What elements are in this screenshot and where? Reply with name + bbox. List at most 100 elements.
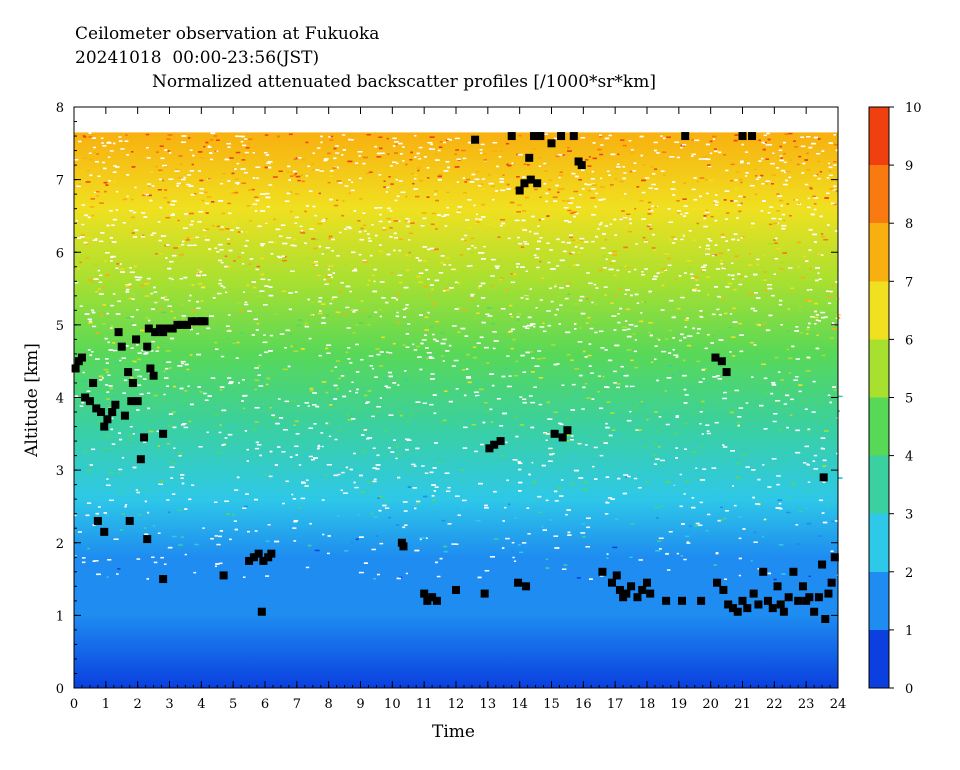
speckle — [815, 152, 821, 155]
speckle — [584, 356, 588, 358]
speckle — [581, 523, 586, 525]
speckle — [392, 145, 396, 147]
speckle — [80, 454, 83, 457]
speckle — [771, 384, 777, 386]
speckle — [122, 221, 126, 224]
speckle — [81, 223, 85, 226]
speckle — [142, 378, 147, 380]
speckle — [682, 144, 687, 146]
speckle — [521, 364, 525, 366]
speckle — [794, 375, 799, 378]
cloud-base-point — [143, 535, 152, 544]
speckle — [800, 566, 803, 569]
cloud-base-point — [77, 353, 86, 362]
speckle — [442, 360, 445, 362]
speckle — [158, 483, 163, 486]
speckle — [572, 211, 578, 214]
speckle — [219, 279, 222, 282]
speckle — [509, 201, 515, 204]
speckle — [119, 578, 122, 581]
speckle — [330, 370, 334, 372]
speckle — [221, 444, 224, 446]
speckle — [265, 196, 271, 199]
speckle — [617, 312, 620, 315]
speckle — [184, 553, 187, 556]
speckle — [582, 536, 586, 538]
speckle — [656, 379, 659, 382]
speckle — [781, 213, 786, 216]
speckle — [489, 408, 493, 411]
speckle — [103, 368, 109, 371]
chart-title-line1: Ceilometer observation at Fukuoka — [75, 24, 380, 44]
speckle — [384, 385, 388, 387]
speckle — [492, 331, 497, 333]
speckle — [366, 284, 369, 286]
cloud-base-point — [259, 556, 268, 565]
speckle — [396, 453, 402, 456]
speckle — [390, 183, 394, 185]
speckle — [574, 328, 577, 330]
speckle — [586, 397, 591, 399]
speckle — [225, 228, 230, 230]
cloud-base-point — [120, 411, 129, 420]
speckle — [412, 182, 415, 185]
speckle — [604, 386, 609, 388]
speckle — [624, 265, 627, 268]
speckle — [305, 205, 309, 207]
speckle — [279, 333, 285, 335]
speckle — [626, 215, 631, 218]
speckle — [537, 225, 540, 227]
speckle — [571, 251, 575, 254]
speckle — [739, 178, 743, 181]
speckle — [440, 285, 445, 287]
speckle — [398, 576, 403, 579]
speckle — [727, 428, 730, 430]
speckle — [812, 380, 816, 383]
speckle — [198, 210, 204, 213]
speckle — [515, 435, 519, 438]
speckle — [499, 181, 504, 183]
speckle — [590, 178, 595, 180]
speckle — [573, 215, 576, 218]
speckle — [539, 326, 545, 328]
speckle — [757, 478, 761, 481]
speckle — [74, 281, 79, 284]
speckle — [604, 294, 608, 296]
speckle — [738, 210, 742, 213]
speckle — [777, 195, 783, 197]
speckle — [640, 312, 643, 314]
speckle — [88, 152, 92, 155]
speckle — [167, 201, 170, 204]
speckle — [244, 430, 248, 432]
speckle — [658, 548, 662, 550]
speckle — [462, 157, 467, 160]
speckle — [817, 535, 822, 537]
speckle — [185, 239, 190, 241]
speckle — [756, 258, 760, 261]
speckle — [649, 349, 653, 351]
speckle — [539, 237, 543, 239]
speckle — [500, 189, 506, 192]
speckle — [92, 146, 96, 149]
speckle — [457, 494, 462, 496]
speckle — [591, 240, 595, 243]
speckle — [379, 213, 382, 216]
speckle — [758, 501, 762, 504]
speckle — [549, 249, 553, 251]
speckle — [145, 133, 150, 136]
speckle — [345, 414, 350, 416]
speckle — [146, 392, 151, 394]
speckle — [141, 235, 145, 238]
speckle — [183, 227, 188, 230]
speckle — [269, 450, 273, 453]
speckle — [95, 238, 98, 240]
speckle — [510, 281, 516, 284]
speckle — [658, 463, 662, 466]
speckle — [687, 506, 691, 508]
speckle — [610, 184, 613, 187]
speckle — [676, 200, 680, 202]
speckle — [295, 391, 299, 393]
speckle — [125, 317, 131, 319]
speckle — [741, 143, 744, 146]
speckle — [244, 151, 249, 154]
